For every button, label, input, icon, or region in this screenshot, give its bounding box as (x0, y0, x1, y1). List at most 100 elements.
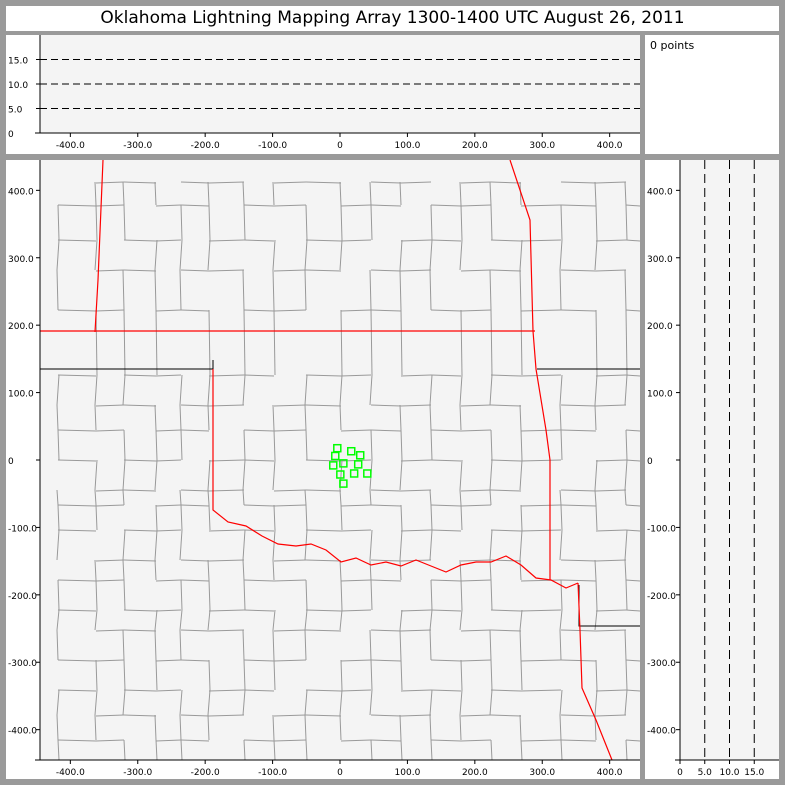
county-line (399, 181, 402, 206)
county-line (595, 714, 627, 717)
county-line (519, 239, 523, 271)
x-tick-label: -200.0 (191, 768, 220, 778)
y-tick-label: 100.0 (647, 390, 673, 400)
county-line (272, 269, 275, 311)
county-line (305, 239, 342, 242)
county-line (370, 269, 402, 272)
county-line (242, 374, 246, 406)
county-line (519, 269, 522, 311)
county-line (429, 714, 432, 741)
y-tick-label: 400.0 (8, 187, 34, 197)
county-line (340, 579, 372, 582)
county-line (460, 309, 463, 376)
county-line (122, 459, 126, 491)
county-line (95, 204, 98, 241)
county-line (155, 504, 158, 531)
county-line (57, 504, 60, 531)
county-line (490, 489, 522, 492)
county-line (273, 181, 307, 184)
county-line (594, 239, 598, 271)
county-line (123, 529, 157, 532)
county-line (95, 504, 98, 531)
county-line (560, 504, 563, 531)
county-line (339, 559, 342, 581)
county-line (179, 239, 183, 271)
county-line (155, 659, 182, 662)
county-line (95, 579, 98, 611)
county-line (207, 404, 210, 431)
county-line (340, 529, 372, 532)
county-line (272, 239, 276, 271)
county-line (520, 374, 562, 377)
county-line (243, 204, 275, 207)
county-line (242, 629, 245, 661)
north-south-vs-altitude-panel: 0 5.0 10.0 15.0 400.0 300.0 200.0 100.0 0 -100.0 -… (645, 160, 779, 779)
county-line (560, 559, 597, 562)
county-line (273, 659, 276, 691)
county-line (155, 459, 182, 462)
county-line (179, 609, 183, 631)
county-line (305, 739, 308, 761)
county-line (595, 459, 627, 462)
county-line (180, 739, 210, 742)
x-tick-label: 200.0 (462, 141, 488, 151)
county-line (559, 489, 562, 506)
county-line (595, 309, 598, 376)
y-tick-label: -100.0 (647, 524, 676, 534)
county-line (490, 609, 522, 612)
county-line (243, 429, 275, 432)
county-line (208, 529, 245, 532)
county-line (273, 504, 276, 531)
county-line (208, 579, 211, 611)
county-line (595, 181, 627, 184)
county-line (208, 659, 211, 691)
county-line (95, 404, 125, 407)
county-line (180, 579, 210, 582)
county-line (243, 429, 246, 461)
county-line (370, 181, 402, 184)
county-line (559, 529, 563, 561)
county-line (273, 204, 307, 207)
county-line (305, 629, 342, 632)
county-line (155, 529, 182, 532)
county-line (595, 659, 598, 691)
county-line (370, 739, 373, 761)
y-tick-label: -300.0 (647, 659, 676, 669)
county-line (594, 404, 597, 431)
county-line (305, 504, 308, 531)
y-tick-label: 300.0 (647, 255, 673, 265)
county-line (520, 579, 562, 582)
county-line (122, 559, 125, 581)
county-line (460, 204, 492, 207)
county-line (369, 529, 373, 561)
county-line (272, 459, 276, 491)
county-line (370, 489, 402, 492)
county-line (123, 404, 157, 407)
county-line (370, 204, 402, 207)
county-line (559, 714, 562, 741)
county-line (624, 489, 627, 506)
county-line (624, 629, 627, 661)
county-line (520, 739, 562, 742)
county-line (400, 239, 432, 242)
county-line (490, 714, 522, 717)
county-line (595, 559, 627, 562)
county-line (340, 609, 372, 612)
county-line (370, 714, 402, 717)
lightning-source-marker (331, 451, 340, 461)
county-line (520, 239, 562, 242)
county-line (122, 374, 126, 406)
county-line (208, 489, 245, 492)
county-line (460, 739, 492, 742)
county-line (429, 489, 432, 506)
county-line (370, 559, 402, 562)
county-line (305, 181, 342, 184)
county-line (624, 559, 627, 581)
county-line (560, 309, 597, 312)
county-line (95, 269, 125, 272)
county-line (155, 579, 182, 582)
county-line (273, 504, 307, 507)
county-line (273, 579, 307, 582)
county-line (560, 269, 597, 272)
county-line (305, 429, 308, 461)
